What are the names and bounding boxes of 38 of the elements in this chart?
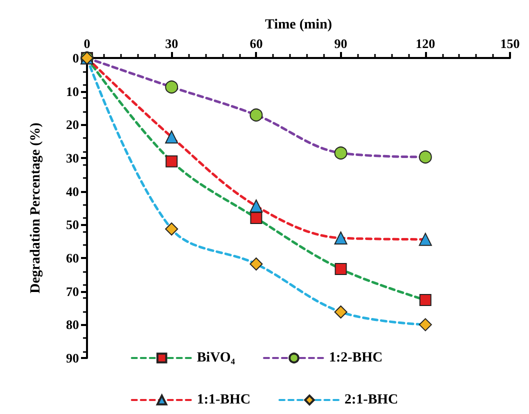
y-tick-label: 70	[66, 284, 79, 299]
point	[418, 232, 432, 246]
y-tick-label: 50	[66, 217, 79, 232]
y-tick-label: 90	[66, 350, 79, 366]
point	[334, 263, 347, 275]
point	[165, 130, 178, 144]
point	[250, 212, 262, 224]
point	[165, 222, 178, 236]
y-tick-label: 10	[66, 84, 79, 99]
y-tick-label: 60	[66, 250, 79, 266]
point	[166, 155, 178, 168]
x-tick-label: 150	[500, 36, 520, 51]
x-tick-label: 90	[334, 36, 348, 51]
legend-label: 1:1-BHC	[196, 392, 251, 408]
point	[334, 146, 348, 160]
x-tick-label: 0	[84, 36, 90, 51]
legend-label: BiVO₄	[196, 350, 236, 366]
x-tick-label: 60	[250, 36, 263, 51]
point	[334, 306, 348, 318]
point	[250, 258, 263, 270]
y-tick-label: 30	[66, 150, 79, 166]
y-axis-title: Degradation Percentage (%)	[28, 122, 44, 294]
y-tick-label: 40	[66, 184, 79, 199]
x-tick-label: 30	[165, 36, 178, 51]
point	[418, 150, 432, 164]
point	[250, 200, 263, 212]
x-tick-label: 120	[416, 36, 436, 51]
legend-label: 1:2-BHC	[328, 350, 383, 366]
y-tick-label: 0	[72, 50, 79, 66]
x-axis-title: Time (min)	[264, 18, 332, 32]
point	[419, 294, 432, 306]
point	[334, 232, 348, 244]
point	[250, 108, 263, 122]
y-tick-label: 80	[66, 317, 79, 332]
point	[418, 318, 432, 332]
y-tick-label: 20	[66, 117, 79, 132]
legend-label: 2:1-BHC	[344, 392, 398, 408]
point	[165, 80, 178, 94]
